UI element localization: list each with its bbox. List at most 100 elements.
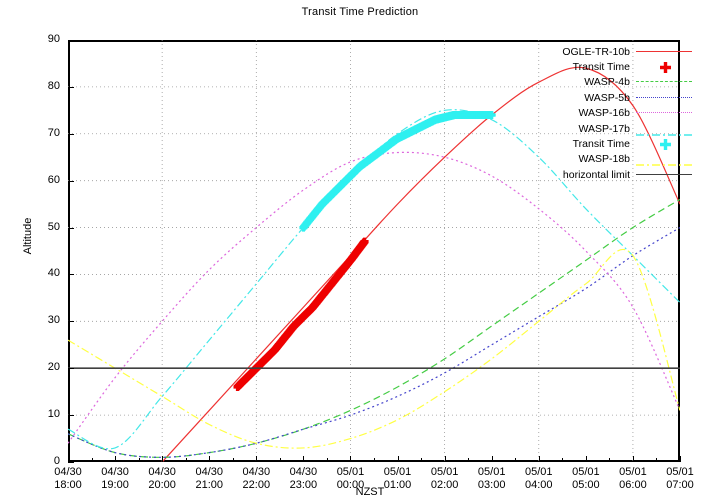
legend-item: Transit Time xyxy=(520,59,692,74)
x-tick-minor xyxy=(515,458,517,462)
y-tick-label: 70 xyxy=(47,126,60,139)
x-tick-mark xyxy=(68,456,69,462)
y-tick-mark xyxy=(68,227,74,229)
x-tick-date: 04/30 xyxy=(54,466,82,478)
y-tick-label: 0 xyxy=(53,455,60,467)
legend-item: WASP-18b xyxy=(520,152,692,167)
legend-label: OGLE-TR-10b xyxy=(562,45,630,58)
x-tick-minor xyxy=(609,458,611,462)
x-axis-title: NZST xyxy=(355,486,385,498)
x-tick-date: 04/30 xyxy=(289,466,318,478)
page-title: Transit Time Prediction xyxy=(301,6,419,18)
x-tick-label: 05/01 02:00 xyxy=(415,466,475,492)
legend-item: WASP-4b xyxy=(520,75,692,90)
plot-svg xyxy=(68,40,680,462)
x-tick-mark xyxy=(115,456,117,462)
legend-key xyxy=(636,137,692,151)
x-tick-minor xyxy=(468,458,470,462)
series-0 xyxy=(161,66,680,462)
x-tick-mark xyxy=(162,456,164,462)
x-tick-label: 04/30 21:00 xyxy=(179,466,239,492)
legend-key xyxy=(636,45,692,59)
x-tick-label: 05/01 05:00 xyxy=(556,466,616,492)
plot-area xyxy=(68,40,680,462)
x-tick-label: 04/30 19:00 xyxy=(85,466,145,492)
x-tick-date: 05/01 xyxy=(430,466,459,478)
y-tick-label: 10 xyxy=(47,408,60,421)
y-tick-mark xyxy=(68,40,74,41)
x-tick-mark xyxy=(585,456,587,462)
x-tick-label: 05/01 01:00 xyxy=(368,466,428,492)
x-tick-date: 05/01 xyxy=(336,466,365,478)
x-tick-label: 05/01 04:00 xyxy=(509,466,569,492)
y-tick-label: 90 xyxy=(47,33,60,45)
x-tick-minor xyxy=(91,458,93,462)
legend-key xyxy=(636,106,692,120)
x-tick-mark xyxy=(397,456,399,462)
x-tick-date: 04/30 xyxy=(148,466,176,478)
x-tick-time: 04:00 xyxy=(525,479,553,491)
legend-label: WASP-4b xyxy=(584,76,630,89)
legend-label: WASP-5b xyxy=(584,91,630,104)
x-tick-mark xyxy=(680,456,681,462)
x-tick-date: 05/01 xyxy=(619,466,647,478)
x-tick-minor xyxy=(232,458,234,462)
x-tick-label: 05/01 00:00 xyxy=(320,466,380,492)
x-tick-minor xyxy=(656,458,658,462)
x-tick-minor xyxy=(374,458,375,462)
y-tick-mark xyxy=(68,368,74,370)
legend-line-sample xyxy=(636,112,692,114)
x-tick-time: 00:00 xyxy=(336,479,365,491)
series-6 xyxy=(299,111,496,232)
y-tick-label: 50 xyxy=(47,220,60,233)
x-tick-time: 21:00 xyxy=(195,479,223,491)
legend-item: horizontal limit xyxy=(520,167,692,182)
legend-item: WASP-17b xyxy=(520,121,692,136)
x-tick-mark xyxy=(256,456,258,462)
legend-key xyxy=(636,75,692,89)
x-tick-time: 01:00 xyxy=(383,479,412,491)
y-tick-label: 60 xyxy=(47,173,60,186)
legend-label: WASP-16b xyxy=(578,107,630,120)
x-tick-time: 23:00 xyxy=(289,479,318,491)
x-tick-date: 05/01 xyxy=(383,466,412,478)
legend-label: WASP-18b xyxy=(578,153,630,166)
x-tick-time: 06:00 xyxy=(619,479,647,491)
y-tick-mark xyxy=(68,180,74,182)
legend-label: Transit Time xyxy=(572,61,630,74)
cross-marker-icon xyxy=(660,139,671,151)
legend-line-sample xyxy=(636,173,692,175)
x-tick-mark xyxy=(350,456,352,462)
legend-item: WASP-5b xyxy=(520,90,692,105)
y-tick-label: 40 xyxy=(47,267,60,280)
x-tick-label: 05/01 06:00 xyxy=(603,466,663,492)
x-tick-time: 03:00 xyxy=(477,479,506,491)
y-tick-mark xyxy=(68,321,74,323)
legend-key xyxy=(636,91,692,105)
y-tick-mark xyxy=(68,415,74,417)
x-tick-mark xyxy=(303,456,305,462)
legend-key xyxy=(636,168,692,182)
legend-label: horizontal limit xyxy=(562,168,630,181)
x-tick-time: 05:00 xyxy=(572,479,600,491)
x-tick-time: 20:00 xyxy=(148,479,176,491)
x-tick-minor xyxy=(138,458,140,462)
x-tick-mark xyxy=(538,456,540,462)
x-tick-minor xyxy=(562,458,564,462)
y-tick-mark xyxy=(68,462,74,463)
series-1 xyxy=(233,237,369,391)
x-tick-minor xyxy=(326,458,328,462)
x-tick-label: 04/30 18:00 xyxy=(38,466,98,492)
y-tick-label: 20 xyxy=(47,361,60,374)
x-tick-date: 04/30 xyxy=(195,466,223,478)
x-tick-date: 05/01 xyxy=(477,466,506,478)
legend-line-sample xyxy=(636,50,692,52)
x-tick-mark xyxy=(444,456,446,462)
x-tick-date: 04/30 xyxy=(242,466,271,478)
legend-item: OGLE-TR-10b xyxy=(520,44,692,59)
x-tick-date: 05/01 xyxy=(666,466,694,478)
x-tick-date: 04/30 xyxy=(101,466,129,478)
series-3 xyxy=(68,227,680,458)
transit-marker-band xyxy=(299,111,496,232)
